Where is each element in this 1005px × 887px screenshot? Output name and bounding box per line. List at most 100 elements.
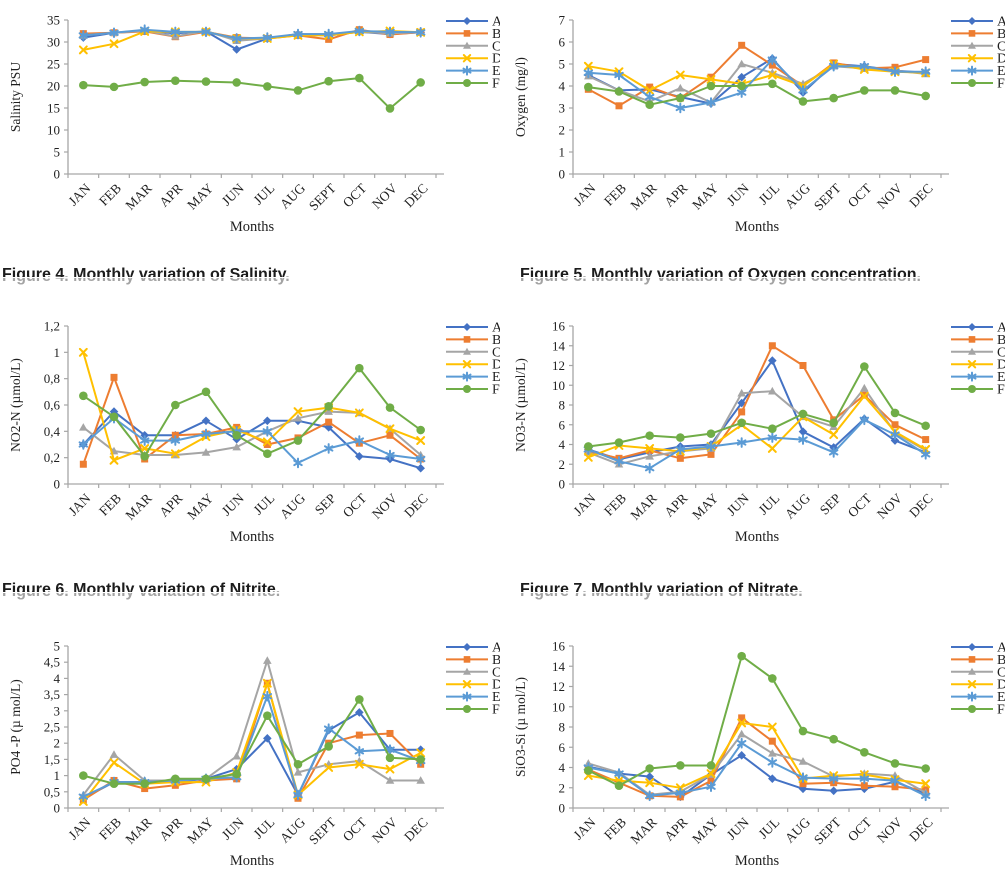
- series-marker-F: [645, 100, 654, 109]
- month-label: JUL: [250, 181, 277, 208]
- series-marker-D: [262, 678, 272, 688]
- legend-item-A: A: [951, 15, 1005, 30]
- series-marker-B: [646, 83, 654, 91]
- figure-caption-5-top: Figure 5. Monthly variation of Oxygen co…: [520, 266, 1002, 277]
- series-marker-E: [293, 28, 303, 40]
- series-marker-E: [323, 723, 334, 734]
- series-marker-F: [385, 104, 395, 113]
- y-axis-title: NO3-N (µmol/L): [513, 358, 528, 452]
- series-marker-B: [355, 731, 363, 739]
- series-marker-F: [355, 363, 364, 373]
- month-label: FEB: [601, 815, 629, 843]
- series-marker-F: [140, 77, 149, 87]
- legend-label-C: C: [492, 345, 500, 360]
- month-label: JUL: [250, 491, 277, 518]
- y-tick-label: 3: [559, 101, 566, 116]
- y-tick-label: 5: [559, 57, 566, 72]
- series-marker-F: [232, 769, 241, 779]
- series-marker-E: [415, 27, 426, 38]
- month-label: NOV: [369, 814, 400, 845]
- series-marker-E: [354, 746, 365, 757]
- series-marker-E: [706, 441, 716, 452]
- series-line-A: [82, 410, 422, 470]
- month-label: AUG: [277, 180, 308, 211]
- legend-item-C: C: [446, 665, 500, 680]
- legend-item-C: C: [446, 345, 500, 360]
- figure-caption-4-text: Figure 4. Monthly variation of Salinity.: [2, 266, 290, 277]
- series-marker-A: [263, 416, 272, 426]
- series-marker-F: [79, 80, 88, 90]
- legend-label-E: E: [492, 370, 500, 385]
- legend-label-D: D: [997, 358, 1005, 373]
- series-marker-B: [325, 418, 333, 426]
- nitrate-series-E: [583, 414, 931, 474]
- figure-caption-6-top: Figure 6. Monthly variation of Nitrite.: [2, 581, 484, 592]
- series-marker-E: [798, 434, 808, 445]
- series-line-E: [587, 418, 927, 470]
- series-marker-E: [767, 432, 778, 443]
- legend-item-F: F: [951, 383, 1005, 398]
- legend-item-A: A: [951, 641, 1005, 656]
- series-marker-A: [890, 436, 900, 445]
- y-tick-label: 4: [54, 671, 61, 686]
- chart-phosphate: 0 0,5 1 1,5 2 2,5 3 3,5 4 4,5 5 JAN FEB MAR APR MAY JUN J…: [0, 628, 500, 883]
- series-marker-B: [738, 41, 746, 49]
- series-marker-F: [676, 93, 685, 103]
- y-tick-label: 0,2: [44, 450, 60, 465]
- legend-item-B: B: [446, 653, 500, 668]
- y-tick-label: 0,6: [44, 398, 61, 413]
- series-marker-F: [171, 774, 180, 784]
- series-marker-D: [675, 70, 685, 80]
- y-tick-label: 10: [47, 123, 60, 138]
- month-label: JAN: [65, 490, 93, 518]
- figure-caption-7-bottom: Figure 7. Monthly variation of Nitrate.: [520, 593, 1002, 602]
- series-marker-B: [768, 61, 776, 69]
- month-label: JUN: [219, 180, 247, 208]
- y-tick-label: 14: [552, 338, 566, 353]
- series-marker-F: [706, 81, 716, 91]
- series-marker-B: [615, 102, 623, 110]
- y-tick-label: 4: [559, 437, 566, 452]
- series-marker-F: [79, 391, 88, 401]
- series-marker-D: [78, 45, 88, 55]
- series-marker-E: [736, 737, 747, 749]
- series-marker-A: [768, 774, 777, 783]
- legend-marker-E: [462, 65, 472, 76]
- legend-item-A: A: [446, 641, 500, 656]
- series-marker-D: [767, 722, 777, 732]
- series-marker-D: [385, 424, 395, 434]
- legend-marker-E: [967, 691, 977, 702]
- series-line-F: [587, 82, 927, 106]
- figure-caption-5: Figure 5. Monthly variation of Oxygen co…: [520, 266, 1002, 289]
- series-marker-E: [201, 26, 211, 38]
- y-tick-label: 0: [559, 167, 566, 182]
- month-label: JUN: [724, 490, 752, 518]
- y-tick-label: 8: [559, 398, 566, 413]
- legend-item-C: C: [446, 39, 500, 54]
- series-marker-F: [171, 76, 180, 86]
- month-label: DEC: [906, 181, 936, 211]
- legend-label-C: C: [997, 345, 1005, 360]
- legend-label-E: E: [492, 64, 500, 79]
- legend-item-E: E: [951, 64, 1005, 79]
- series-marker-F: [614, 438, 624, 447]
- series-marker-F: [890, 408, 900, 418]
- series-marker-F: [645, 431, 654, 440]
- x-axis-title: Months: [735, 853, 780, 869]
- legend-marker-E: [462, 371, 472, 382]
- series-marker-B: [799, 780, 807, 788]
- x-axis-title: Months: [735, 529, 780, 545]
- series-line-D: [82, 682, 422, 803]
- legend-item-D: D: [446, 52, 500, 67]
- series-marker-A: [263, 734, 272, 743]
- series-marker-F: [293, 436, 303, 445]
- y-tick-label: 0,4: [44, 424, 61, 439]
- series-marker-E: [170, 435, 181, 446]
- legend-item-F: F: [951, 703, 1005, 718]
- series-marker-F: [890, 759, 900, 768]
